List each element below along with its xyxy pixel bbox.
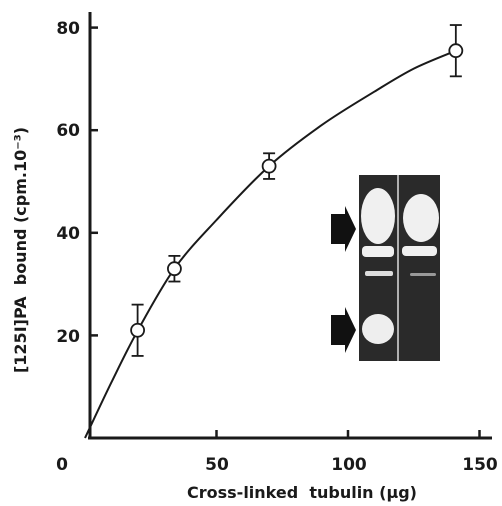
x-tick-label-50: 50 bbox=[205, 455, 229, 475]
y-tick-label-60: 60 bbox=[56, 121, 80, 141]
gel-band-upper-lane2 bbox=[403, 194, 439, 242]
data-point-2 bbox=[167, 261, 182, 277]
plot-area bbox=[84, 24, 481, 439]
gel-band-thin-lane1 bbox=[365, 271, 393, 276]
gel-band-mid-lane1 bbox=[362, 246, 394, 257]
fit-curve bbox=[84, 49, 457, 439]
gel-band-lower-lane1 bbox=[362, 314, 394, 344]
gel-band-thin-lane2 bbox=[410, 273, 436, 276]
y-tick-label-40: 40 bbox=[56, 224, 80, 244]
x-tick-label-100: 100 bbox=[331, 455, 367, 475]
arrow-lower bbox=[331, 307, 356, 353]
x-tick-label-150: 150 bbox=[462, 455, 498, 475]
data-point-4 bbox=[448, 43, 464, 59]
arrow-upper bbox=[331, 206, 356, 252]
data-point-3 bbox=[261, 158, 277, 174]
gel-band-upper-lane1 bbox=[361, 188, 395, 244]
gel-band-mid-lane2 bbox=[402, 246, 437, 256]
y-tick-label-80: 80 bbox=[56, 19, 80, 39]
x-axis-title: Cross-linked tubulin (μg) bbox=[187, 483, 417, 502]
y-tick-label-20: 20 bbox=[56, 327, 80, 347]
y-axis-title: [125I]PA bound (cpm.10⁻³) bbox=[11, 127, 30, 373]
gel-inset bbox=[359, 175, 440, 361]
data-point-1 bbox=[130, 322, 146, 338]
x-tick-label-0: 0 bbox=[56, 455, 68, 475]
